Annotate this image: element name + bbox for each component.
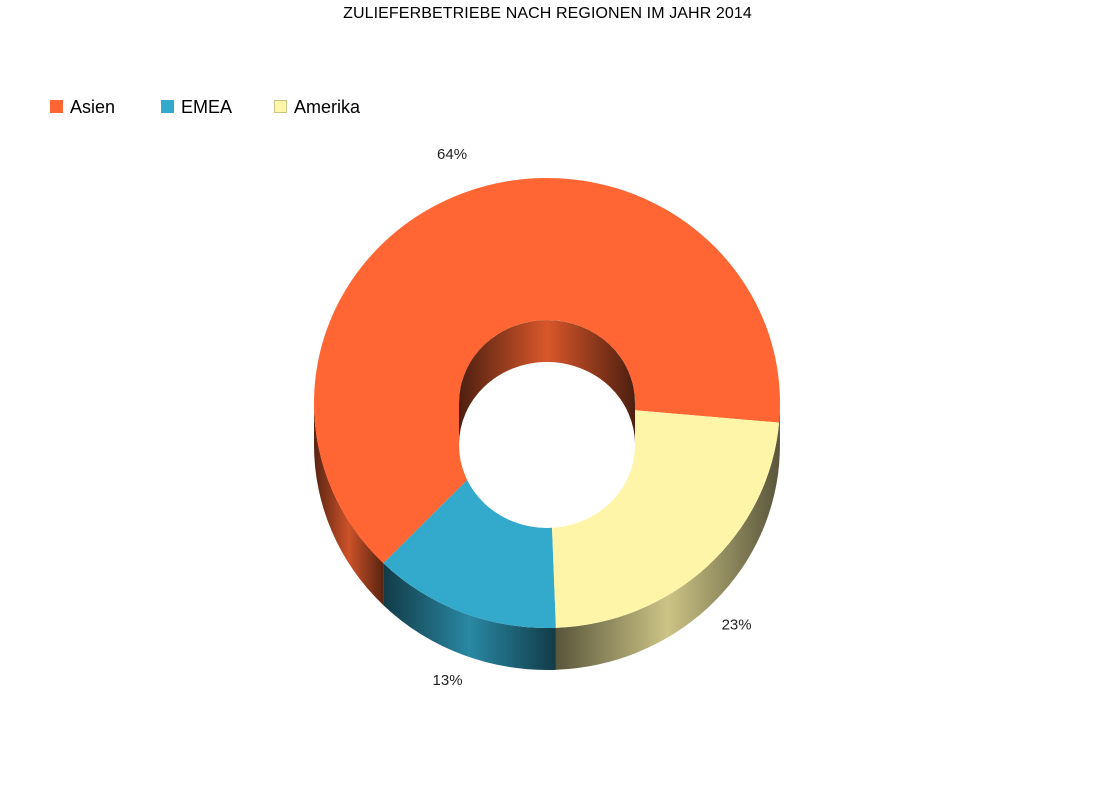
legend-label-amerika: Amerika [294, 97, 361, 117]
slice-label-emea: 13% [433, 672, 463, 689]
donut-hole [459, 362, 635, 528]
slice-asien[interactable] [314, 177, 780, 564]
donut-slices [314, 177, 780, 628]
legend-swatch-emea [161, 100, 174, 113]
slice-labels: 64% 13% 23% [433, 146, 752, 689]
legend-label-emea: EMEA [181, 97, 233, 117]
slice-side-asien [314, 403, 384, 606]
donut-sides [314, 403, 780, 670]
legend-label-asien: Asien [70, 97, 116, 117]
legend-swatch-amerika [274, 100, 287, 113]
donut-hole-wall [459, 320, 635, 445]
chart-title: ZULIEFERBETRIEBE NACH REGIONEN IM JAHR 2… [343, 5, 752, 22]
slice-label-asien: 64% [437, 146, 467, 163]
legend-swatch-asien [50, 100, 63, 113]
slice-side-amerika [555, 422, 780, 670]
slice-side-asien [779, 403, 780, 465]
slice-side-emea [383, 563, 556, 670]
slice-label-amerika: 23% [722, 617, 752, 634]
